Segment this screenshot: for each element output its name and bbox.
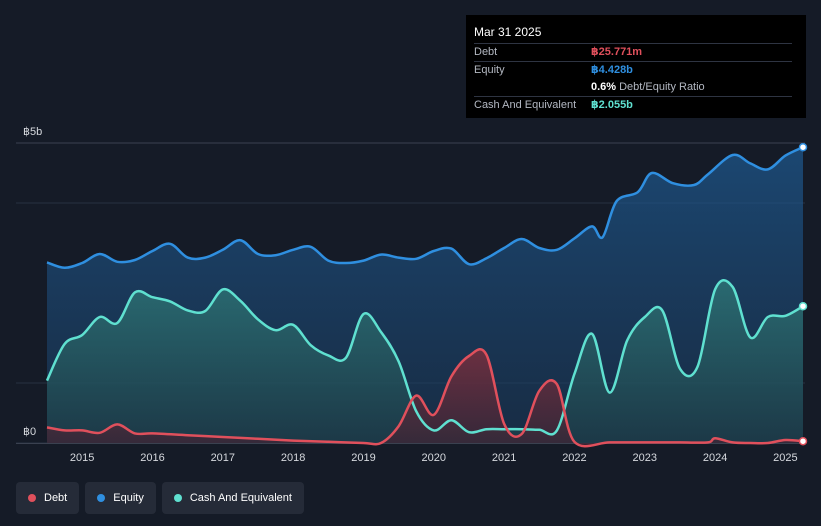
tooltip-ratio-value: 0.6% — [591, 81, 617, 93]
tooltip-panel: Mar 31 2025 Debt ฿25.771m Equity ฿4.428b… — [466, 15, 806, 118]
tooltip-row-ratio: 0.6% Debt/Equity Ratio — [474, 79, 792, 96]
tooltip-row-debt: Debt ฿25.771m — [474, 43, 792, 61]
x-tick-label-2025: 2025 — [773, 452, 797, 464]
x-axis-ticks: 2015 2016 2017 2018 2019 2020 2021 2022 2023 2024… — [70, 452, 798, 464]
line-debt — [46, 348, 804, 448]
y-tick-label-5: ฿5b — [23, 126, 42, 138]
end-marker-cash-and-equivalent — [798, 301, 808, 311]
tooltip-equity-label: Equity — [474, 64, 505, 76]
legend-equity-label: Equity — [113, 492, 144, 504]
chart-legend: Debt Equity Cash And Equivalent — [16, 482, 304, 514]
x-tick-label-2024: 2024 — [703, 452, 727, 464]
x-tick-label-2022: 2022 — [562, 452, 586, 464]
x-tick-label-2019: 2019 — [351, 452, 375, 464]
x-tick-label-2015: 2015 — [70, 452, 94, 464]
legend-item-cash[interactable]: Cash And Equivalent — [161, 482, 304, 514]
tooltip-cash-label: Cash And Equivalent — [474, 99, 577, 111]
area-debt — [47, 349, 803, 447]
area-cash-and-equivalent — [47, 280, 803, 443]
x-tick-label-2021: 2021 — [492, 452, 516, 464]
line-equity — [46, 146, 804, 270]
tooltip-row-cash: Cash And Equivalent ฿2.055b — [474, 96, 792, 114]
end-marker-equity — [798, 142, 808, 152]
tooltip-debt-label: Debt — [474, 46, 498, 58]
x-tick-label-2020: 2020 — [422, 452, 446, 464]
x-tick-label-2023: 2023 — [633, 452, 657, 464]
debt-dot-icon — [28, 494, 36, 502]
cash-dot-icon — [173, 494, 182, 502]
equity-dot-icon — [97, 494, 106, 502]
tooltip-ratio-label: Debt/Equity Ratio — [619, 81, 705, 93]
x-tick-label-2018: 2018 — [281, 452, 305, 464]
series-areas — [47, 147, 803, 447]
legend-debt-label: Debt — [44, 492, 68, 504]
x-tick-label-2017: 2017 — [211, 452, 235, 464]
y-axis-ticks: ฿5b ฿0 — [23, 126, 42, 438]
end-marker-debt — [798, 436, 808, 446]
tooltip-date: Mar 31 2025 — [474, 25, 542, 39]
legend-item-debt[interactable]: Debt — [16, 482, 80, 514]
tooltip-debt-value: ฿25.771m — [591, 46, 643, 58]
y-tick-label-0: ฿0 — [23, 426, 36, 438]
line-cash-and-equivalent — [45, 278, 804, 436]
legend-item-equity[interactable]: Equity — [85, 482, 156, 514]
legend-cash-label: Cash And Equivalent — [189, 492, 292, 504]
x-tick-label-2016: 2016 — [140, 452, 164, 464]
end-markers — [798, 142, 808, 446]
tooltip-equity-value: ฿4.428b — [591, 64, 633, 76]
tooltip-cash-value: ฿2.055b — [591, 99, 633, 111]
tooltip-row-equity: Equity ฿4.428b — [474, 61, 792, 79]
series-lines — [45, 146, 804, 448]
